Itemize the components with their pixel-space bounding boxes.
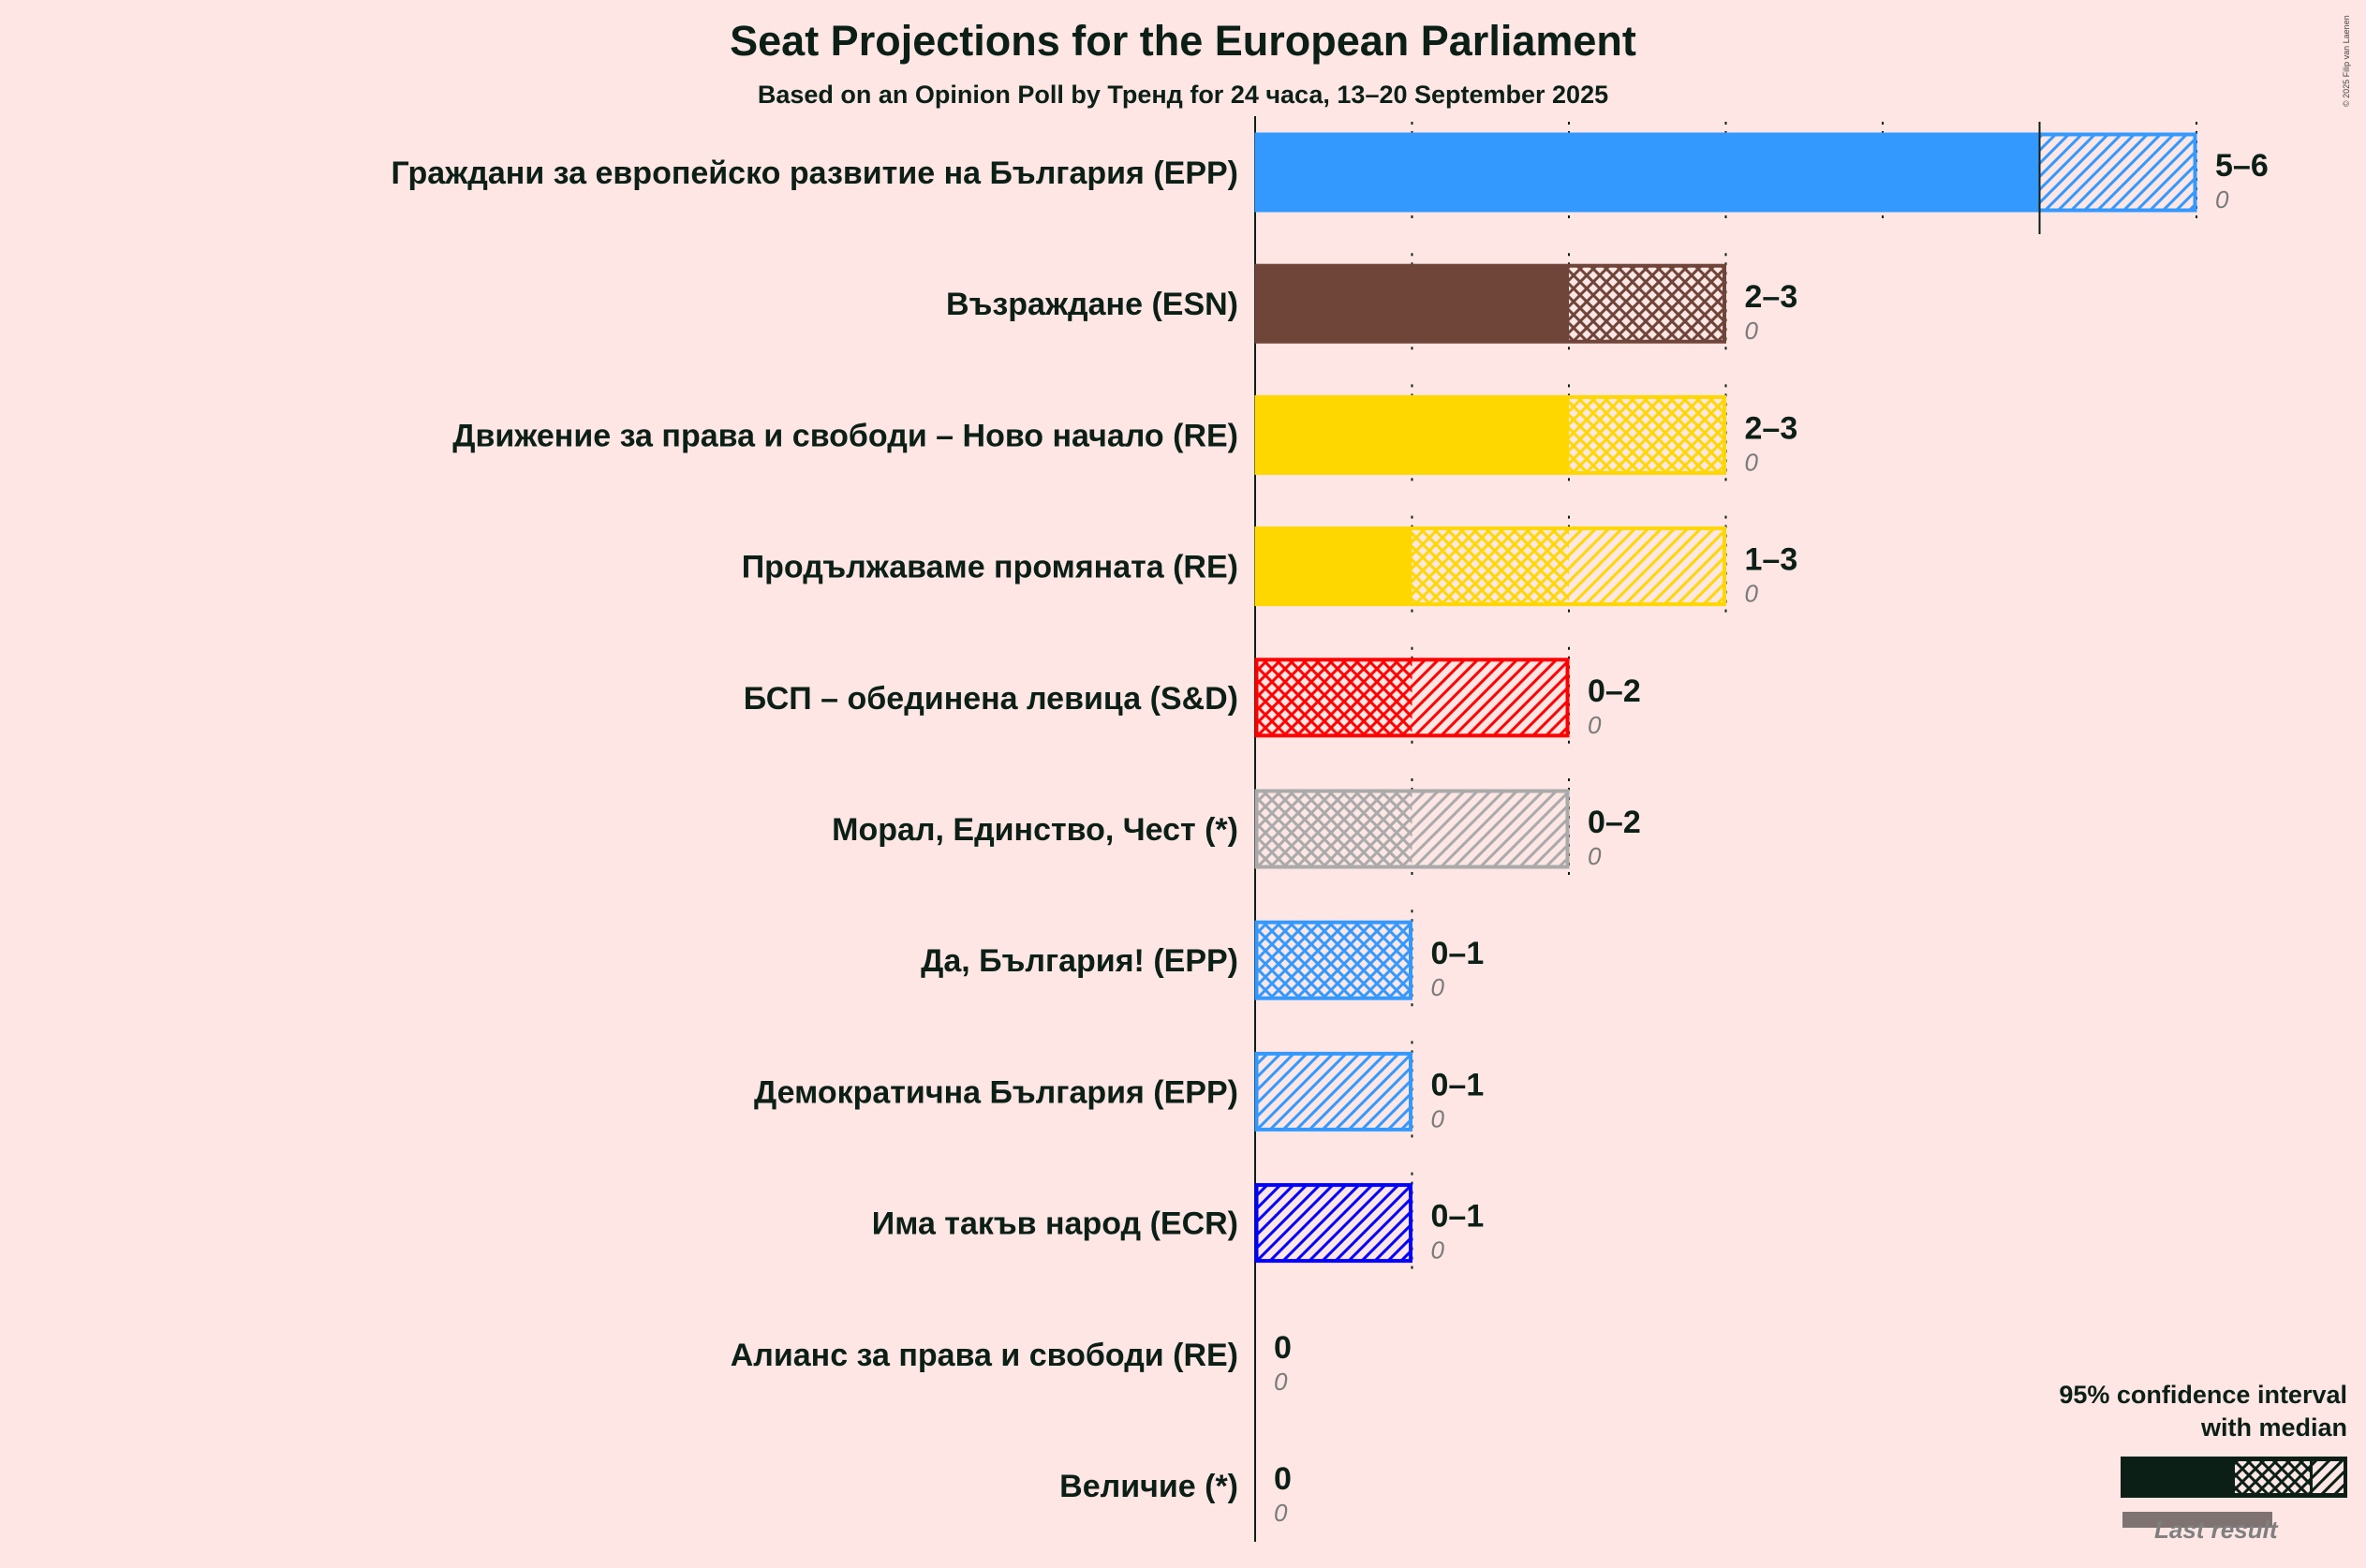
legend-diagonal xyxy=(2313,1461,2344,1493)
bar-diagonal-segment xyxy=(1412,660,1566,734)
bar-diagonal-segment xyxy=(2039,136,2194,209)
chart-subtitle: Based on an Opinion Poll by Тренд for 24… xyxy=(757,81,1609,109)
bar-group: БСП – обединена левица (S&D) 0–20 xyxy=(744,646,1641,748)
bar-solid-segment xyxy=(1255,133,2040,212)
party-label: Да, България! (EPP) xyxy=(921,943,1238,979)
bar-group: Граждани за европейско развитие на Бълга… xyxy=(392,122,2269,234)
bar-group: Възраждане (ESN) 2–30 xyxy=(946,253,1798,355)
bar-diagonal-segment xyxy=(1255,1055,1410,1129)
bar-solid-segment xyxy=(1255,264,1569,344)
bar-outline xyxy=(1254,132,2197,213)
legend-last-result: Last result xyxy=(2154,1516,2278,1544)
party-label: Величие (*) xyxy=(1059,1469,1238,1504)
bar-group: Величие (*) 00 xyxy=(1059,1461,1292,1527)
party-label: Движение за права и свободи – Ново начал… xyxy=(452,418,1238,453)
range-label: 0–1 xyxy=(1431,936,1485,971)
bar-crosshatch-segment xyxy=(1569,398,1726,472)
bar-group: Морал, Единство, Чест (*) 0–20 xyxy=(832,778,1641,880)
bar-crosshatch-segment xyxy=(1255,792,1412,865)
bar-diagonal-segment xyxy=(1255,1186,1410,1260)
party-label: Алианс за права и свободи (RE) xyxy=(731,1338,1238,1373)
range-label: 0–2 xyxy=(1588,805,1641,840)
bar-outline xyxy=(1254,526,1726,607)
party-label: Има такъв народ (ECR) xyxy=(872,1206,1238,1242)
bar-outline xyxy=(1254,1051,1412,1132)
bar-outline xyxy=(1254,658,1570,738)
bar-outline xyxy=(1254,789,1570,869)
range-label: 0–2 xyxy=(1588,673,1641,709)
bar-group: Демократична България (EPP) 0–10 xyxy=(754,1041,1485,1143)
bar-outline xyxy=(1254,394,1726,475)
last-result-label: 0 xyxy=(1745,317,1759,345)
party-label: Продължаваме промяната (RE) xyxy=(742,550,1238,585)
bar-group: Да, България! (EPP) 0–10 xyxy=(921,910,1485,1012)
legend-title-line1: 95% confidence interval xyxy=(2059,1381,2347,1409)
range-label: 2–3 xyxy=(1745,410,1798,446)
range-label: 0 xyxy=(1274,1330,1292,1366)
last-result-label: 0 xyxy=(1274,1499,1288,1527)
range-label: 0–1 xyxy=(1431,1199,1485,1235)
last-result-label: 0 xyxy=(1431,973,1445,1001)
bar-crosshatch-segment xyxy=(1412,529,1569,603)
legend-swatch xyxy=(2121,1457,2347,1528)
last-result-label: 0 xyxy=(1431,1236,1445,1265)
last-result-label: 0 xyxy=(1745,448,1759,476)
legend-title: 95% confidence interval with median xyxy=(2059,1379,2347,1444)
range-label: 1–3 xyxy=(1745,542,1798,578)
bar-outline xyxy=(1254,1183,1412,1264)
bar-diagonal-segment xyxy=(1412,792,1566,865)
bar-solid-segment xyxy=(1255,526,1412,606)
last-result-label: 0 xyxy=(2215,185,2229,214)
range-label: 2–3 xyxy=(1745,279,1798,315)
last-result-label: 0 xyxy=(1745,580,1759,608)
last-result-label: 0 xyxy=(1588,711,1602,739)
last-result-label: 0 xyxy=(1431,1104,1445,1132)
range-label: 0–1 xyxy=(1431,1067,1485,1102)
last-result-label: 0 xyxy=(1274,1368,1288,1396)
legend-crosshatch xyxy=(2235,1461,2310,1493)
range-label: 5–6 xyxy=(2215,148,2269,184)
bar-outline xyxy=(1254,920,1412,1000)
chart-title: Seat Projections for the European Parlia… xyxy=(730,17,1636,65)
bar-crosshatch-segment xyxy=(1569,267,1726,341)
bar-solid-segment xyxy=(1255,395,1569,475)
party-label: Морал, Единство, Чест (*) xyxy=(832,812,1238,848)
party-label: БСП – обединена левица (S&D) xyxy=(744,681,1238,717)
bar-group: Движение за права и свободи – Ново начал… xyxy=(452,384,1798,486)
party-label: Граждани за европейско развитие на Бълга… xyxy=(392,155,1238,191)
legend-title-line2: with median xyxy=(2200,1413,2347,1442)
range-label: 0 xyxy=(1274,1461,1292,1497)
bar-outline xyxy=(1254,263,1726,344)
bar-crosshatch-segment xyxy=(1255,924,1412,998)
bar-group: Алианс за права и свободи (RE) 00 xyxy=(731,1330,1292,1396)
bar-group: Има такъв народ (ECR) 0–10 xyxy=(872,1172,1485,1274)
bar-crosshatch-segment xyxy=(1255,660,1412,734)
bar-diagonal-segment xyxy=(1569,529,1723,603)
legend-last-result-bar xyxy=(2122,1512,2272,1528)
party-label: Възраждане (ESN) xyxy=(946,287,1238,322)
last-result-label: 0 xyxy=(1588,842,1602,870)
bar-group: Продължаваме промяната (RE) 1–30 xyxy=(742,515,1798,617)
party-label: Демократична България (EPP) xyxy=(754,1074,1238,1110)
